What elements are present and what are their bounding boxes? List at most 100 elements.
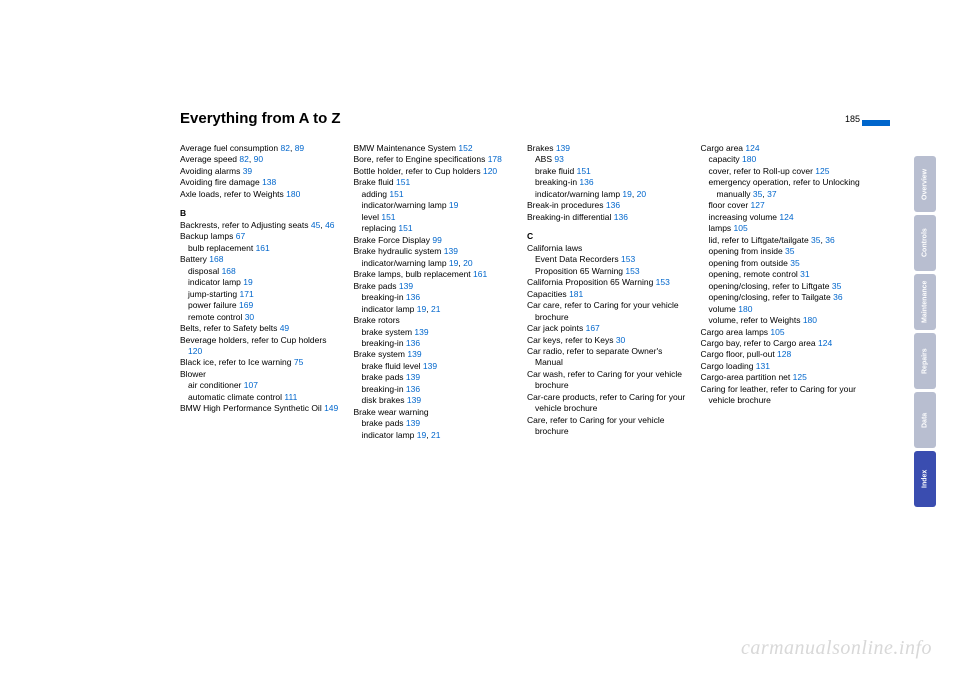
page-ref[interactable]: 161 bbox=[256, 243, 270, 253]
side-tab-maintenance[interactable]: Maintenance bbox=[914, 274, 936, 330]
page-ref[interactable]: 139 bbox=[406, 418, 420, 428]
page-ref[interactable]: 35 bbox=[811, 235, 820, 245]
page-ref[interactable]: 89 bbox=[295, 143, 304, 153]
page-ref[interactable]: 136 bbox=[406, 384, 420, 394]
page-ref[interactable]: 120 bbox=[188, 346, 202, 356]
index-subentry: breaking-in 136 bbox=[527, 177, 687, 188]
page-ref[interactable]: 171 bbox=[240, 289, 254, 299]
page-ref[interactable]: 136 bbox=[406, 292, 420, 302]
page-ref[interactable]: 139 bbox=[399, 281, 413, 291]
page-ref[interactable]: 180 bbox=[742, 154, 756, 164]
side-tab-controls[interactable]: Controls bbox=[914, 215, 936, 271]
page-ref[interactable]: 168 bbox=[209, 254, 223, 264]
page-ref[interactable]: 35 bbox=[753, 189, 762, 199]
page-ref[interactable]: 167 bbox=[586, 323, 600, 333]
side-tab-repairs[interactable]: Repairs bbox=[914, 333, 936, 389]
page-ref[interactable]: 35 bbox=[790, 258, 799, 268]
page-ref[interactable]: 151 bbox=[577, 166, 591, 176]
page-ref[interactable]: 30 bbox=[616, 335, 625, 345]
page-ref[interactable]: 178 bbox=[488, 154, 502, 164]
page-ref[interactable]: 161 bbox=[473, 269, 487, 279]
page-ref[interactable]: 169 bbox=[239, 300, 253, 310]
page-ref[interactable]: 93 bbox=[554, 154, 563, 164]
page-ref[interactable]: 124 bbox=[779, 212, 793, 222]
page-ref[interactable]: 149 bbox=[324, 403, 338, 413]
index-entry: Backup lamps 67 bbox=[180, 231, 340, 242]
page-ref[interactable]: 19 bbox=[417, 430, 426, 440]
page-ref[interactable]: 125 bbox=[793, 372, 807, 382]
page-ref[interactable]: 120 bbox=[483, 166, 497, 176]
page-ref[interactable]: 37 bbox=[767, 189, 776, 199]
page-ref[interactable]: 82 bbox=[239, 154, 248, 164]
page-ref[interactable]: 19 bbox=[449, 200, 458, 210]
page-ref[interactable]: 46 bbox=[325, 220, 334, 230]
page-ref[interactable]: 127 bbox=[751, 200, 765, 210]
page-ref[interactable]: 153 bbox=[621, 254, 635, 264]
page-ref[interactable]: 19 bbox=[243, 277, 252, 287]
page-ref[interactable]: 105 bbox=[770, 327, 784, 337]
page-ref[interactable]: 67 bbox=[236, 231, 245, 241]
index-entry: Battery 168 bbox=[180, 254, 340, 265]
page-ref[interactable]: 124 bbox=[745, 143, 759, 153]
page-ref[interactable]: 180 bbox=[286, 189, 300, 199]
page-ref[interactable]: 139 bbox=[444, 246, 458, 256]
page-ref[interactable]: 151 bbox=[389, 189, 403, 199]
page-ref[interactable]: 99 bbox=[432, 235, 441, 245]
page-ref[interactable]: 153 bbox=[656, 277, 670, 287]
page-ref[interactable]: 105 bbox=[734, 223, 748, 233]
page-ref[interactable]: 21 bbox=[431, 304, 440, 314]
page-ref[interactable]: 75 bbox=[294, 357, 303, 367]
index-entry: Cargo area 124 bbox=[701, 143, 861, 154]
page-ref[interactable]: 20 bbox=[637, 189, 646, 199]
page-ref[interactable]: 20 bbox=[463, 258, 472, 268]
page-ref[interactable]: 31 bbox=[800, 269, 809, 279]
page-ref[interactable]: 21 bbox=[431, 430, 440, 440]
page-ref[interactable]: 153 bbox=[625, 266, 639, 276]
page-ref[interactable]: 152 bbox=[458, 143, 472, 153]
page-ref[interactable]: 181 bbox=[569, 289, 583, 299]
side-tab-data[interactable]: Data bbox=[914, 392, 936, 448]
page-ref[interactable]: 111 bbox=[284, 392, 297, 402]
page-ref[interactable]: 139 bbox=[414, 327, 428, 337]
page-ref[interactable]: 124 bbox=[818, 338, 832, 348]
page-ref[interactable]: 19 bbox=[449, 258, 458, 268]
page-ref[interactable]: 131 bbox=[756, 361, 770, 371]
page-ref[interactable]: 136 bbox=[579, 177, 593, 187]
page-ref[interactable]: 128 bbox=[777, 349, 791, 359]
page-ref[interactable]: 36 bbox=[833, 292, 842, 302]
page-ref[interactable]: 168 bbox=[222, 266, 236, 276]
page-ref[interactable]: 49 bbox=[280, 323, 289, 333]
page-ref[interactable]: 19 bbox=[622, 189, 631, 199]
page-ref[interactable]: 136 bbox=[606, 200, 620, 210]
page-ref[interactable]: 138 bbox=[262, 177, 276, 187]
side-tab-index[interactable]: Index bbox=[914, 451, 936, 507]
page-ref[interactable]: 82 bbox=[281, 143, 290, 153]
page-ref[interactable]: 151 bbox=[381, 212, 395, 222]
page-ref[interactable]: 180 bbox=[803, 315, 817, 325]
page-ref[interactable]: 30 bbox=[245, 312, 254, 322]
page-ref[interactable]: 139 bbox=[406, 372, 420, 382]
page-ref[interactable]: 139 bbox=[407, 349, 421, 359]
page-ref[interactable]: 139 bbox=[423, 361, 437, 371]
page-ref[interactable]: 136 bbox=[406, 338, 420, 348]
page-ref[interactable]: 19 bbox=[417, 304, 426, 314]
page-ref[interactable]: 35 bbox=[832, 281, 841, 291]
page-ref[interactable]: 36 bbox=[825, 235, 834, 245]
page-ref[interactable]: 151 bbox=[398, 223, 412, 233]
page-ref[interactable]: 39 bbox=[243, 166, 252, 176]
page-ref[interactable]: 45 bbox=[311, 220, 320, 230]
page-ref[interactable]: 151 bbox=[396, 177, 410, 187]
index-subentry: volume, refer to Weights 180 bbox=[701, 315, 861, 326]
page-ref[interactable]: 139 bbox=[407, 395, 421, 405]
page-ref[interactable]: 139 bbox=[556, 143, 570, 153]
page-ref[interactable]: 90 bbox=[254, 154, 263, 164]
page-ref[interactable]: 180 bbox=[738, 304, 752, 314]
index-entry: Car keys, refer to Keys 30 bbox=[527, 335, 687, 346]
index-entry: Care, refer to Caring for your vehicle b… bbox=[527, 415, 687, 438]
page-ref[interactable]: 125 bbox=[815, 166, 829, 176]
index-subentry: breaking-in 136 bbox=[354, 338, 514, 349]
page-ref[interactable]: 35 bbox=[785, 246, 794, 256]
page-ref[interactable]: 136 bbox=[614, 212, 628, 222]
page-ref[interactable]: 107 bbox=[244, 380, 258, 390]
side-tab-overview[interactable]: Overview bbox=[914, 156, 936, 212]
